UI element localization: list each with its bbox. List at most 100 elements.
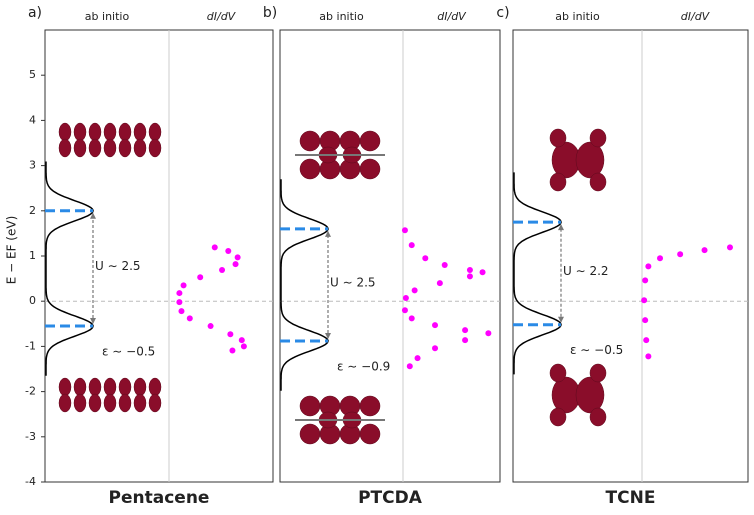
orbital-lobe [299,423,321,445]
column-title: dI/dV [207,10,237,23]
didv-point [462,327,469,334]
panel-title: TCNE [606,488,656,508]
epsilon-label: ε ∼ −0.5 [102,345,155,359]
y-tick-label: 0 [29,294,36,307]
didv-point [401,227,408,234]
arrow-head [90,318,96,325]
didv-point [408,315,415,322]
dos-curve [45,161,94,376]
orbital-lobe [103,393,117,413]
y-tick-label: 3 [29,159,36,172]
arrow-head [325,332,331,339]
orbital-lobe [148,377,162,397]
didv-point [411,287,418,294]
y-tick-label: -3 [25,430,36,443]
didv-point [485,330,492,337]
orbital-lobe [589,128,607,148]
column-title: ab initio [319,10,364,23]
orbital-lobe [299,395,321,417]
orbital-lobe [359,395,381,417]
didv-point [238,337,245,344]
didv-point [642,277,649,284]
didv-point [229,347,236,354]
panel-frame [279,29,501,483]
orbital-lobe [549,407,567,427]
didv-point [422,255,429,262]
arrow-head [558,316,564,323]
didv-point [645,263,652,270]
y-tick-label: -4 [25,475,36,488]
orbital-lobe [148,138,162,158]
panel-label: c) [496,5,509,21]
y-tick-label: 4 [29,113,36,126]
didv-point [207,323,214,330]
column-title: dI/dV [437,10,467,23]
didv-point [219,267,226,274]
u-label: U ∼ 2.2 [563,264,609,278]
orbital-lobe [133,122,147,142]
orbital-lobe [58,377,72,397]
orbital-lobe [589,172,607,192]
orbital-lobe [299,158,321,180]
didv-point [645,353,652,360]
y-tick-label: 1 [29,249,36,262]
orbital-lobe [589,363,607,383]
orbital-lobe [103,138,117,158]
orbital-lobe [58,138,72,158]
column-title: ab initio [85,10,130,23]
y-tick-label: 2 [29,204,36,217]
orbital-isosurface [295,130,385,180]
didv-point [186,315,193,322]
panel-label: b) [263,5,277,21]
orbital-lobe [73,377,87,397]
y-axis-label: E − EF (eV) [5,216,19,285]
orbital-isosurface [58,122,162,158]
didv-point [240,343,247,350]
dos-curve [280,179,329,391]
didv-point [642,317,649,324]
u-label: U ∼ 2.5 [95,259,141,273]
y-tick-label: 5 [29,68,36,81]
didv-point [726,244,733,251]
orbital-lobe [88,377,102,397]
orbital-isosurface [549,128,607,192]
orbital-lobe [58,122,72,142]
orbital-lobe [88,122,102,142]
orbital-lobe [88,393,102,413]
dos-curve [513,172,562,375]
column-title: dI/dV [681,10,711,23]
orbital-isosurface [295,395,385,445]
orbital-lobe [148,122,162,142]
arrow-head [558,224,564,231]
orbital-lobe [549,128,567,148]
didv-point [178,308,185,315]
orbital-lobe [118,393,132,413]
arrow-head [90,212,96,219]
orbital-lobe [549,363,567,383]
didv-point [408,242,415,249]
panel-title: PTCDA [358,488,423,508]
y-tick-label: -2 [25,385,36,398]
didv-point [406,363,413,370]
orbital-lobe [575,376,605,414]
didv-point [227,331,234,338]
epsilon-label: ε ∼ −0.5 [570,343,623,357]
didv-point [432,322,439,329]
didv-point [402,295,409,302]
orbital-lobe [73,393,87,413]
didv-point [197,274,204,281]
didv-point [234,254,241,261]
orbital-lobe [359,130,381,152]
orbital-lobe [299,130,321,152]
orbital-lobe [133,393,147,413]
didv-point [436,280,443,287]
orbital-lobe [589,407,607,427]
didv-point [643,337,650,344]
didv-point [211,244,218,251]
orbital-lobe [88,138,102,158]
epsilon-label: ε ∼ −0.9 [337,359,390,373]
orbital-lobe [103,122,117,142]
orbital-lobe [103,377,117,397]
u-label: U ∼ 2.5 [330,275,376,289]
orbital-lobe [359,423,381,445]
